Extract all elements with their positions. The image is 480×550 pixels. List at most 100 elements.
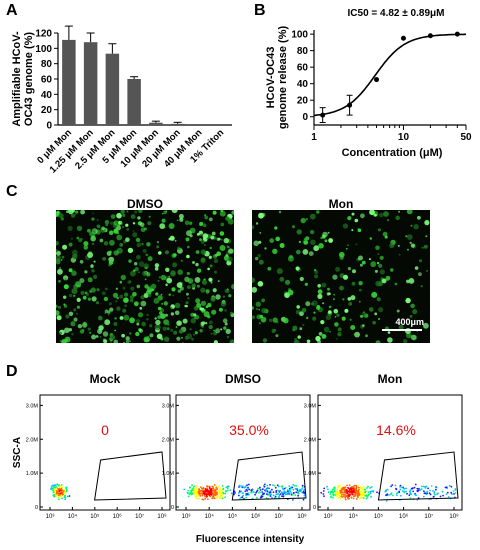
- event-dot: [272, 494, 275, 497]
- fluorescent-cell: [375, 245, 380, 251]
- fluorescent-cell: [220, 301, 227, 307]
- dose-response-chart: IC50 = 4.82 ± 0.89μM 0 20 40 60 80 100 1 10 50 Con…: [265, 8, 472, 159]
- event-dot: [360, 490, 363, 492]
- event-dot: [395, 494, 398, 496]
- fluorescent-cell: [299, 327, 303, 331]
- event-dot: [361, 491, 363, 494]
- event-dot: [63, 491, 66, 493]
- fluorescent-cell: [76, 297, 81, 302]
- fluorescent-cell: [73, 294, 76, 297]
- event-dot: [331, 490, 333, 492]
- event-dot: [57, 490, 60, 492]
- event-dot: [282, 493, 284, 496]
- fluorescent-cell: [109, 307, 114, 312]
- event-dot: [417, 497, 420, 499]
- event-dot: [362, 486, 365, 489]
- fluorescent-cell: [142, 248, 147, 253]
- fluorescent-cell: [318, 332, 323, 336]
- event-dot: [331, 491, 334, 494]
- fluorescent-cell: [190, 318, 196, 324]
- event-dot: [269, 483, 271, 486]
- event-dot: [398, 490, 401, 493]
- event-dot: [253, 491, 255, 493]
- event-dot: [248, 488, 251, 491]
- event-dot: [234, 492, 236, 494]
- event-dot: [217, 495, 220, 498]
- fluorescent-cell: [101, 226, 105, 231]
- fluorescent-cell: [297, 335, 301, 339]
- event-dot: [281, 485, 284, 488]
- event-dot: [221, 494, 224, 496]
- fluorescent-cell: [123, 314, 130, 321]
- fluorescent-cell: [90, 287, 96, 293]
- fluorescent-cell: [125, 336, 130, 341]
- event-dot: [226, 485, 229, 488]
- fluorescent-cell: [322, 231, 328, 238]
- fluorescent-cell: [426, 270, 428, 272]
- fluorescent-cell: [130, 298, 134, 303]
- event-dot: [187, 495, 190, 498]
- fluorescent-cell: [209, 302, 212, 305]
- fluorescent-cell: [324, 239, 328, 243]
- event-dot: [301, 486, 304, 488]
- fluorescent-cell: [192, 333, 195, 336]
- event-dot: [220, 492, 223, 495]
- fluorescent-cell: [318, 243, 324, 249]
- event-dot: [448, 484, 451, 487]
- x-tick-label: 10³: [182, 514, 191, 520]
- event-dot: [54, 495, 57, 497]
- fluorescent-cell: [398, 253, 401, 256]
- fluorescent-cell: [410, 303, 415, 309]
- event-dot: [293, 484, 296, 487]
- event-dot: [277, 485, 280, 488]
- event-dot: [367, 491, 370, 494]
- event-dot: [195, 492, 198, 494]
- fluorescent-cell: [58, 213, 64, 218]
- fluorescent-cell: [315, 335, 321, 342]
- event-dot: [213, 484, 216, 486]
- event-dot: [432, 490, 434, 492]
- fluorescent-cell: [421, 246, 424, 249]
- event-dot: [355, 491, 357, 494]
- fluorescent-cell: [284, 279, 291, 285]
- event-dot: [196, 490, 199, 492]
- fluorescent-cell: [60, 217, 64, 221]
- event-dot: [355, 485, 357, 487]
- event-dot: [226, 487, 229, 489]
- event-dot: [265, 488, 268, 490]
- event-dot: [205, 488, 207, 490]
- fluorescent-cell: [175, 326, 178, 328]
- fluorescent-cell: [65, 314, 70, 319]
- event-dot: [276, 489, 279, 492]
- event-dot: [245, 496, 248, 499]
- event-dot: [409, 489, 412, 492]
- gate-percentage: 35.0%: [229, 422, 269, 438]
- event-dot: [54, 490, 56, 493]
- fluorescent-cell: [112, 292, 119, 298]
- flow-plot-frame: [39, 394, 171, 511]
- fluorescent-cell: [104, 319, 111, 326]
- fluorescent-cell: [63, 275, 69, 281]
- fluorescent-cell: [137, 271, 140, 274]
- fluorescent-cell: [70, 321, 76, 327]
- fluorescent-cell: [89, 331, 92, 334]
- event-dot: [198, 488, 201, 491]
- event-dot: [408, 494, 411, 496]
- fluorescent-cell: [313, 245, 320, 252]
- event-dot: [337, 486, 339, 489]
- event-dot: [218, 485, 221, 487]
- fluorescent-cell: [92, 212, 94, 215]
- event-dot: [55, 492, 58, 495]
- event-dot: [196, 497, 199, 500]
- fluorescent-cell: [408, 278, 415, 284]
- fluorescent-cell: [187, 285, 191, 289]
- fluorescent-cell: [227, 218, 234, 225]
- fluorescent-cell: [333, 308, 339, 314]
- event-dot: [53, 484, 56, 487]
- y-tick-label: 2.0M: [26, 437, 39, 443]
- event-dot: [445, 493, 448, 496]
- event-dot: [192, 490, 195, 493]
- fluorescent-cell: [155, 292, 159, 296]
- event-dot: [362, 497, 365, 500]
- event-dot: [400, 486, 403, 489]
